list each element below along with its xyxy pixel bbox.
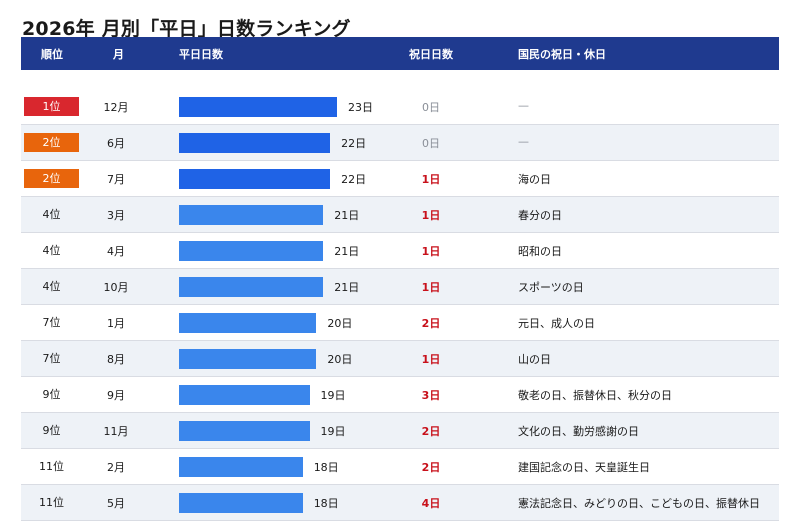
holiday-names: — [518,99,529,112]
holiday-count: 3日 [421,389,441,402]
holiday-count: 4日 [421,497,441,510]
table-row: 2位 7月 22日 1日 海の日 [21,161,779,197]
month-label: 3月 [107,209,125,222]
holiday-count: 2日 [421,425,441,438]
ranking-table-body: 1位 12月 23日 0日 — 2位 6月 22日 0日 — 2位 7月 22日 1日 海の日 4位 3月 21日… [21,89,779,521]
table-row: 4位 4月 21日 1日 昭和の日 [21,233,779,269]
weekday-bar [179,493,303,513]
holiday-names: — [518,135,529,148]
table-row: 11位 5月 18日 4日 憲法記念日、みどりの日、こどもの日、振替休日 [21,485,779,521]
header-holidays: 祝日日数 [409,48,453,61]
month-label: 8月 [107,353,125,366]
weekday-bar [179,205,324,225]
weekday-bar [179,241,324,261]
holiday-count: 1日 [421,173,441,186]
holiday-count: 2日 [421,461,441,474]
holiday-names: スポーツの日 [518,281,584,294]
rank-badge: 11位 [39,460,64,473]
table-row: 7位 8月 20日 1日 山の日 [21,341,779,377]
weekday-bar [179,277,324,297]
rank-badge: 9位 [42,424,61,437]
holiday-names: 文化の日、勤労感謝の日 [518,425,639,438]
rank-badge: 9位 [42,388,61,401]
holiday-names: 元日、成人の日 [518,317,595,330]
weekday-count-label: 20日 [327,353,353,366]
rank-badge: 2位 [24,133,79,152]
header-month: 月 [113,48,124,61]
holiday-names: 春分の日 [518,209,562,222]
header-weekdays: 平日日数 [179,48,223,61]
table-row: 4位 3月 21日 1日 春分の日 [21,197,779,233]
holiday-names: 敬老の日、振替休日、秋分の日 [518,389,672,402]
table-row: 4位 10月 21日 1日 スポーツの日 [21,269,779,305]
month-label: 11月 [103,425,129,438]
weekday-bar [179,457,303,477]
month-label: 6月 [107,137,125,150]
month-label: 2月 [107,461,125,474]
weekday-bar [179,97,337,117]
header-rank: 順位 [41,48,63,61]
holiday-names: 建国記念の日、天皇誕生日 [518,461,650,474]
weekday-bar [179,385,310,405]
rank-badge: 11位 [39,496,64,509]
holiday-count: 1日 [421,353,441,366]
weekday-count-label: 23日 [348,101,373,114]
weekday-count-label: 21日 [334,209,360,222]
header-holiday-names: 国民の祝日・休日 [518,48,606,61]
weekday-bar [179,169,331,189]
month-label: 4月 [107,245,125,258]
month-label: 1月 [107,317,125,330]
weekday-count-label: 21日 [334,281,360,294]
holiday-count: 1日 [421,209,441,222]
rank-badge: 7位 [42,352,61,365]
holiday-names: 山の日 [518,353,551,366]
holiday-names: 憲法記念日、みどりの日、こどもの日、振替休日 [518,497,760,510]
weekday-bar [179,349,317,369]
weekday-bar [179,133,331,153]
holiday-count: 0日 [422,137,440,150]
holiday-names: 昭和の日 [518,245,562,258]
table-row: 11位 2月 18日 2日 建国記念の日、天皇誕生日 [21,449,779,485]
month-label: 5月 [107,497,125,510]
holiday-count: 0日 [422,101,440,114]
rank-badge: 4位 [42,208,61,221]
weekday-count-label: 18日 [313,497,339,510]
table-row: 2位 6月 22日 0日 — [21,125,779,161]
rank-badge: 7位 [42,316,61,329]
weekday-count-label: 22日 [341,173,367,186]
table-row: 9位 9月 19日 3日 敬老の日、振替休日、秋分の日 [21,377,779,413]
weekday-bar [179,313,317,333]
table-header: 順位 月 平日日数 祝日日数 国民の祝日・休日 [21,37,779,70]
table-row: 7位 1月 20日 2日 元日、成人の日 [21,305,779,341]
weekday-count-label: 19日 [320,389,346,402]
table-row: 9位 11月 19日 2日 文化の日、勤労感謝の日 [21,413,779,449]
rank-badge: 4位 [42,244,61,257]
weekday-count-label: 21日 [334,245,360,258]
holiday-count: 1日 [421,245,441,258]
rank-badge: 1位 [24,97,79,116]
table-row: 1位 12月 23日 0日 — [21,89,779,125]
holiday-count: 1日 [421,281,441,294]
weekday-bar [179,421,310,441]
month-label: 12月 [103,101,129,114]
chart-title: 2026年 月別「平日」日数ランキング [22,18,351,40]
month-label: 7月 [107,173,125,186]
rank-badge: 2位 [24,169,79,188]
weekday-count-label: 20日 [327,317,353,330]
holiday-names: 海の日 [518,173,551,186]
holiday-count: 2日 [421,317,441,330]
weekday-count-label: 18日 [313,461,339,474]
weekday-count-label: 19日 [320,425,346,438]
weekday-count-label: 22日 [341,137,367,150]
rank-badge: 4位 [42,280,61,293]
month-label: 10月 [103,281,129,294]
month-label: 9月 [107,389,125,402]
